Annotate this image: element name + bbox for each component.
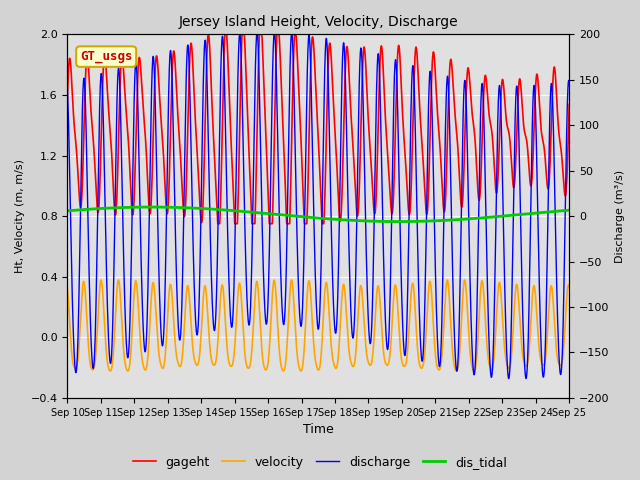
discharge — [63, 86, 71, 92]
gageht — [365, 121, 372, 127]
discharge — [155, 256, 163, 262]
velocity — [365, 360, 372, 366]
dis_tidal — [565, 207, 573, 213]
dis_tidal — [365, 218, 372, 224]
gageht — [565, 101, 573, 107]
gageht — [63, 95, 71, 101]
Line: dis_tidal: dis_tidal — [67, 207, 569, 222]
velocity — [390, 290, 398, 296]
gageht — [255, 32, 263, 37]
gageht — [214, 221, 221, 227]
velocity — [476, 294, 484, 300]
velocity — [438, 352, 446, 358]
discharge — [365, 320, 372, 326]
velocity — [255, 303, 263, 309]
dis_tidal — [155, 204, 163, 210]
Y-axis label: Discharge (m³/s): Discharge (m³/s) — [615, 169, 625, 263]
Line: discharge: discharge — [67, 32, 569, 379]
dis_tidal — [63, 208, 71, 214]
velocity — [565, 285, 573, 290]
dis_tidal — [476, 215, 484, 221]
Line: gageht: gageht — [67, 35, 569, 224]
velocity — [155, 348, 163, 354]
dis_tidal — [148, 204, 156, 210]
velocity — [124, 368, 132, 374]
discharge — [505, 376, 513, 382]
gageht — [204, 32, 212, 37]
gageht — [438, 181, 446, 187]
discharge — [476, 132, 484, 138]
gageht — [390, 180, 398, 186]
dis_tidal — [255, 210, 263, 216]
Legend: gageht, velocity, discharge, dis_tidal: gageht, velocity, discharge, dis_tidal — [128, 451, 512, 474]
Line: velocity: velocity — [67, 280, 569, 371]
discharge — [390, 93, 397, 99]
Title: Jersey Island Height, Velocity, Discharge: Jersey Island Height, Velocity, Discharg… — [179, 15, 458, 29]
dis_tidal — [438, 217, 446, 223]
velocity — [63, 285, 71, 291]
gageht — [155, 75, 163, 81]
discharge — [438, 315, 446, 321]
Text: GT_usgs: GT_usgs — [80, 50, 132, 63]
velocity — [288, 277, 296, 283]
dis_tidal — [390, 219, 397, 225]
discharge — [565, 81, 573, 86]
dis_tidal — [395, 219, 403, 225]
X-axis label: Time: Time — [303, 423, 333, 436]
discharge — [255, 77, 263, 83]
gageht — [476, 189, 484, 195]
discharge — [271, 29, 278, 35]
Y-axis label: Ht, Velocity (m, m/s): Ht, Velocity (m, m/s) — [15, 159, 25, 273]
